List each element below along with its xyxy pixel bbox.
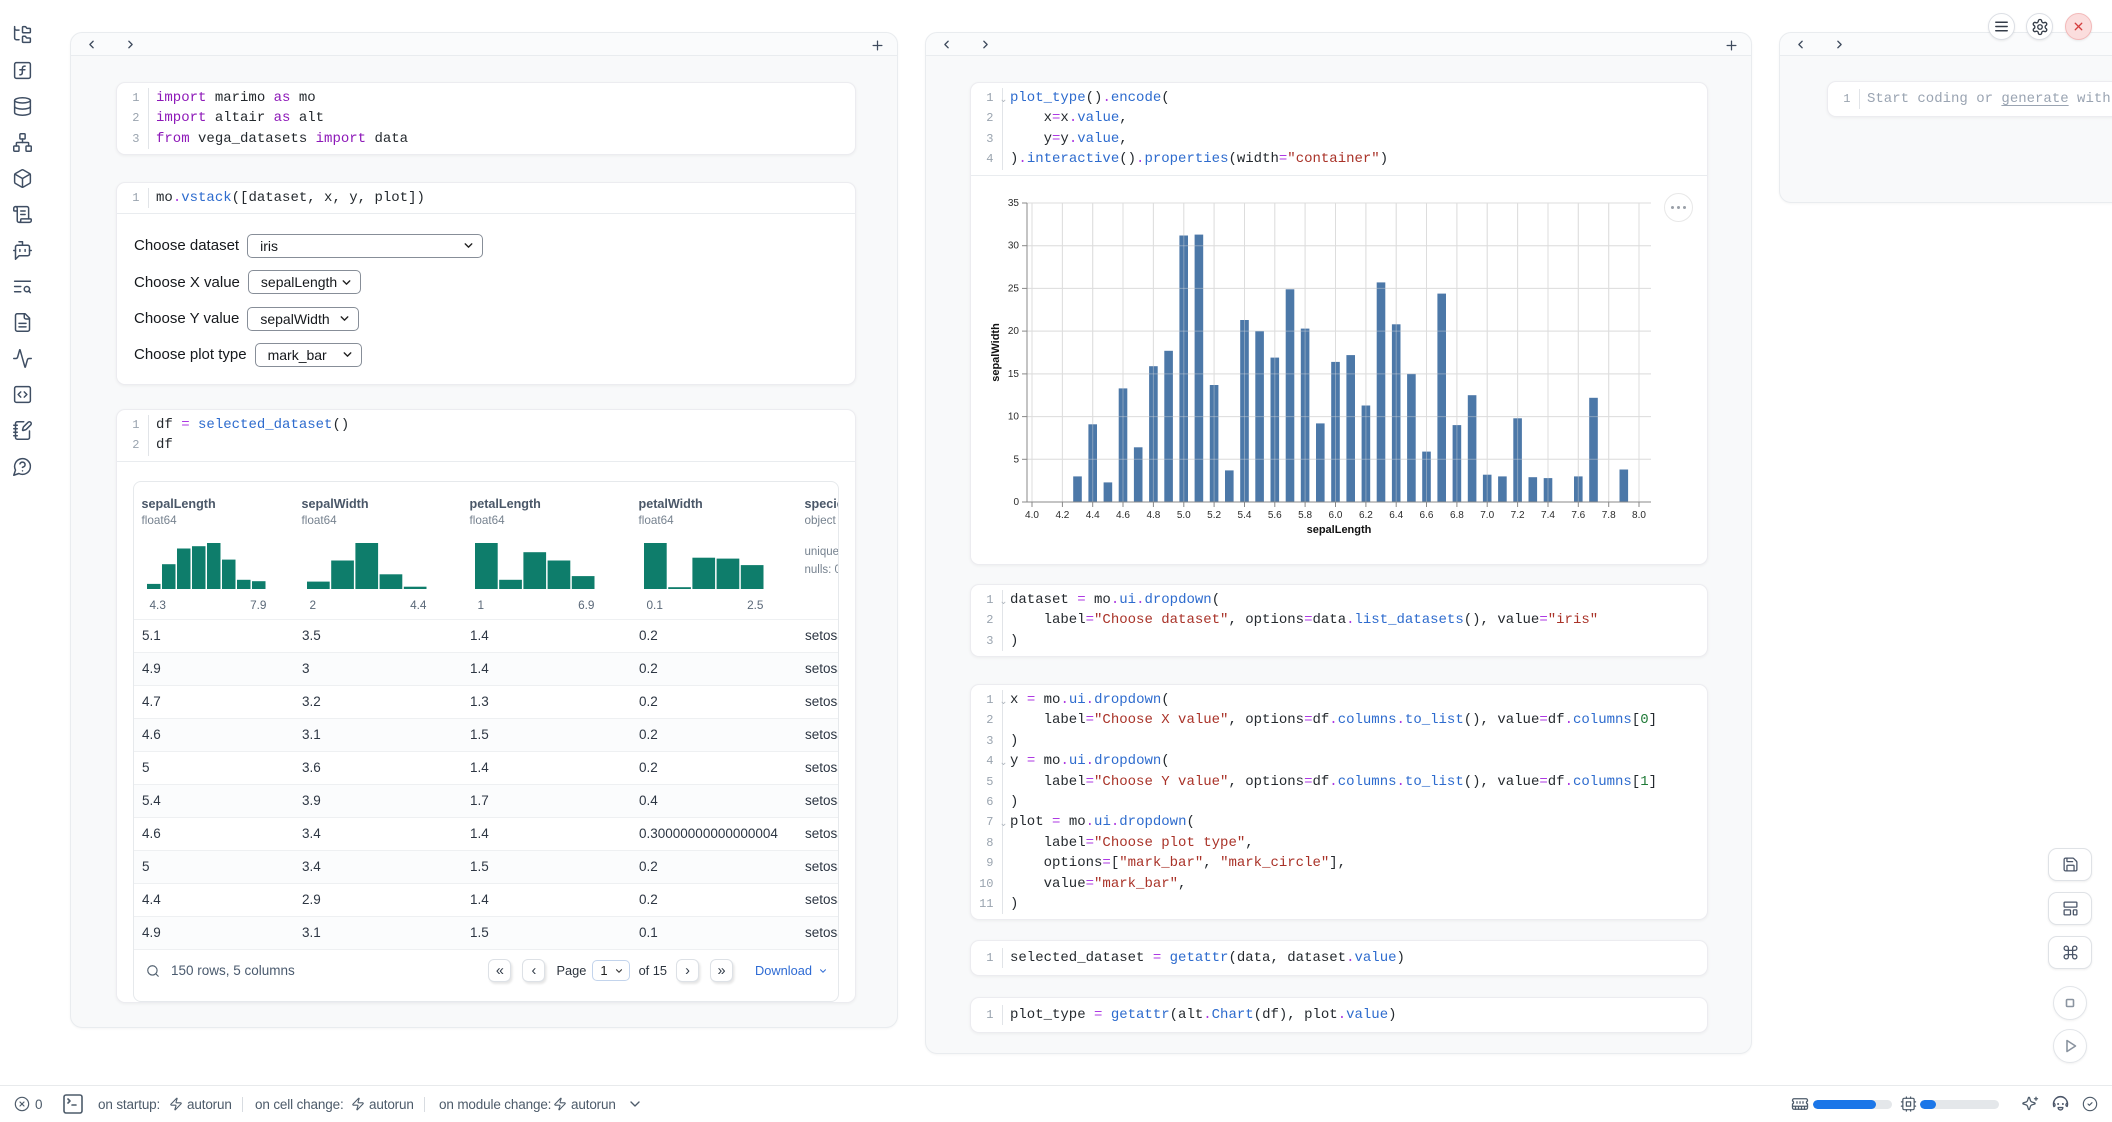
- svg-text:4.6: 4.6: [1116, 510, 1130, 521]
- svg-text:15: 15: [1008, 369, 1020, 380]
- svg-text:6.8: 6.8: [1450, 510, 1464, 521]
- svg-text:7.0: 7.0: [1480, 510, 1494, 521]
- svg-text:4.4: 4.4: [1086, 510, 1100, 521]
- svg-text:7.6: 7.6: [1571, 510, 1585, 521]
- svg-text:5: 5: [1013, 454, 1019, 465]
- svg-text:sepalLength: sepalLength: [1307, 524, 1372, 536]
- svg-text:5.0: 5.0: [1177, 510, 1191, 521]
- svg-text:20: 20: [1008, 326, 1020, 337]
- svg-text:4.0: 4.0: [1025, 510, 1039, 521]
- svg-text:5.6: 5.6: [1268, 510, 1282, 521]
- svg-text:0: 0: [1013, 497, 1019, 508]
- svg-text:6.4: 6.4: [1389, 510, 1403, 521]
- svg-text:sepalWidth: sepalWidth: [990, 323, 1002, 382]
- svg-text:35: 35: [1008, 198, 1020, 209]
- svg-text:6.2: 6.2: [1359, 510, 1373, 521]
- svg-text:30: 30: [1008, 240, 1020, 251]
- svg-text:5.8: 5.8: [1298, 510, 1312, 521]
- svg-text:5.4: 5.4: [1238, 510, 1252, 521]
- svg-text:7.4: 7.4: [1541, 510, 1555, 521]
- svg-text:7.8: 7.8: [1602, 510, 1616, 521]
- svg-text:6.6: 6.6: [1420, 510, 1434, 521]
- svg-text:8.0: 8.0: [1632, 510, 1646, 521]
- svg-text:5.2: 5.2: [1207, 510, 1221, 521]
- svg-text:25: 25: [1008, 283, 1020, 294]
- svg-text:4.8: 4.8: [1146, 510, 1160, 521]
- svg-text:10: 10: [1008, 411, 1020, 422]
- svg-text:4.2: 4.2: [1055, 510, 1069, 521]
- svg-text:7.2: 7.2: [1511, 510, 1525, 521]
- svg-text:6.0: 6.0: [1329, 510, 1343, 521]
